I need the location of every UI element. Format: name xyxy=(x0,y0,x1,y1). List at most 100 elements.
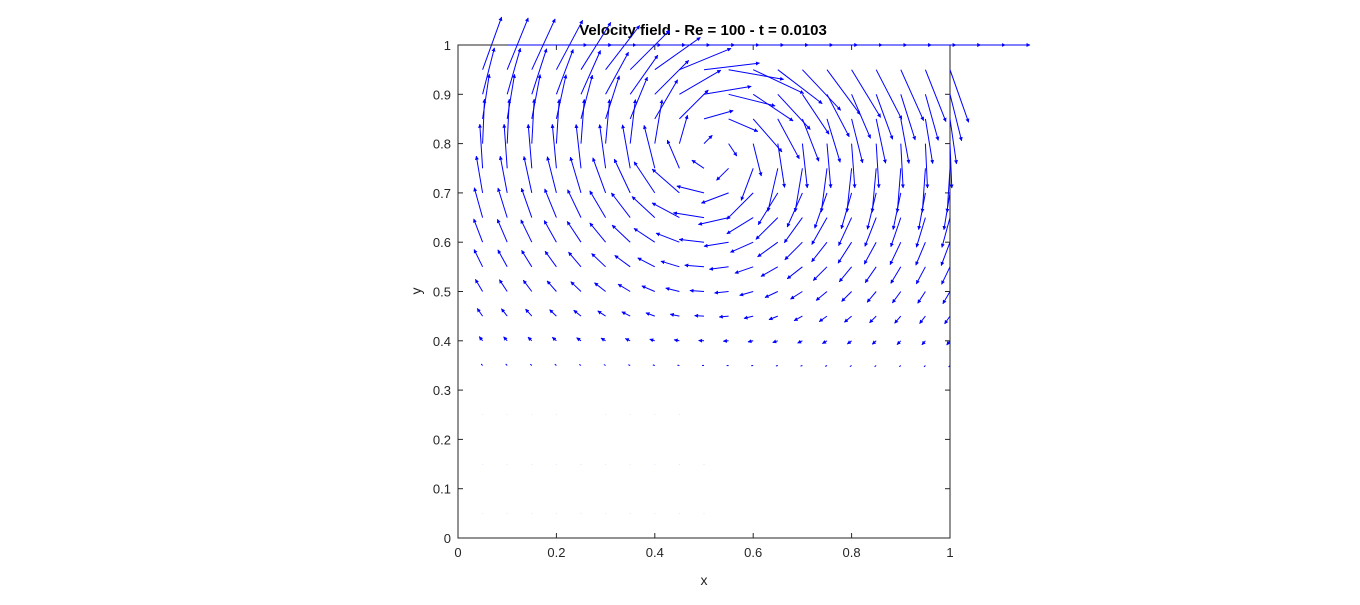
velocity-arrow xyxy=(728,118,759,132)
velocity-arrow xyxy=(473,218,484,243)
velocity-arrow xyxy=(866,291,877,303)
velocity-arrow xyxy=(874,365,877,368)
velocity-arrow xyxy=(654,60,690,95)
velocity-arrow xyxy=(819,168,828,213)
velocity-arrow xyxy=(655,232,680,243)
velocity-arrow xyxy=(812,266,828,281)
velocity-arrow xyxy=(480,363,483,366)
velocity-arrow xyxy=(919,315,926,324)
velocity-arrow xyxy=(666,139,680,169)
velocity-arrow xyxy=(482,47,496,95)
velocity-arrow xyxy=(752,69,805,94)
velocity-arrow xyxy=(786,266,803,280)
velocity-arrow xyxy=(802,69,842,111)
velocity-arrow xyxy=(628,364,631,366)
velocity-arrow xyxy=(600,337,606,342)
velocity-arrow xyxy=(689,288,705,293)
velocity-arrow xyxy=(703,109,734,120)
velocity-arrow xyxy=(605,75,621,120)
velocity-arrow xyxy=(718,314,729,319)
velocity-arrow xyxy=(875,143,881,189)
velocity-arrow xyxy=(679,69,722,95)
velocity-arrow xyxy=(568,251,582,268)
velocity-arrow xyxy=(714,290,729,295)
velocity-arrow xyxy=(703,85,752,95)
velocity-arrow xyxy=(703,134,713,144)
velocity-arrow xyxy=(605,51,629,95)
quiver-arrows xyxy=(473,16,1031,514)
velocity-arrow xyxy=(915,242,926,266)
velocity-arrow xyxy=(591,253,606,268)
velocity-arrow xyxy=(739,291,754,297)
velocity-arrow xyxy=(743,315,754,320)
velocity-arrow xyxy=(946,340,951,346)
x-tick-label: 0 xyxy=(454,545,461,560)
velocity-arrow xyxy=(726,192,754,220)
velocity-arrow xyxy=(574,124,582,169)
velocity-arrow xyxy=(631,196,656,218)
velocity-arrow xyxy=(760,266,779,277)
velocity-arrow xyxy=(502,123,508,169)
x-tick-label: 0.4 xyxy=(646,545,664,560)
velocity-arrow xyxy=(691,159,705,169)
velocity-arrow xyxy=(701,192,729,204)
velocity-arrow xyxy=(728,143,738,157)
velocity-arrow xyxy=(915,266,926,285)
velocity-arrow xyxy=(940,242,951,266)
velocity-arrow xyxy=(766,168,779,212)
y-tick-label: 0.6 xyxy=(433,235,451,250)
velocity-arrow xyxy=(589,222,606,243)
velocity-arrow xyxy=(555,49,574,95)
velocity-arrow xyxy=(864,217,877,247)
velocity-arrow xyxy=(945,168,951,213)
velocity-arrow xyxy=(826,69,861,115)
velocity-arrow xyxy=(811,217,828,245)
velocity-arrow xyxy=(949,69,970,123)
velocity-arrow xyxy=(726,217,754,235)
velocity-arrow xyxy=(678,114,689,144)
velocity-arrow xyxy=(740,168,754,201)
y-tick-label: 0.2 xyxy=(433,432,451,447)
velocity-arrow xyxy=(501,308,508,317)
velocity-arrow xyxy=(521,250,533,268)
velocity-arrow xyxy=(503,336,508,342)
velocity-arrow xyxy=(851,69,882,118)
velocity-arrow xyxy=(900,118,911,164)
velocity-arrow xyxy=(752,93,794,122)
velocity-arrow xyxy=(506,47,522,95)
velocity-arrow xyxy=(570,281,582,292)
velocity-arrow xyxy=(498,155,508,193)
velocity-arrow xyxy=(895,168,902,213)
velocity-arrow xyxy=(476,308,484,317)
velocity-arrow xyxy=(846,340,852,345)
velocity-arrow xyxy=(629,29,671,71)
velocity-arrow xyxy=(505,363,508,366)
velocity-arrow xyxy=(772,339,778,344)
velocity-arrow xyxy=(755,217,779,240)
velocity-arrow xyxy=(637,257,656,268)
velocity-arrow xyxy=(543,220,557,243)
velocity-arrow xyxy=(889,241,902,266)
velocity-arrow xyxy=(826,118,842,163)
velocity-arrow xyxy=(942,291,951,305)
velocity-arrow xyxy=(923,365,926,368)
velocity-arrow xyxy=(924,69,947,122)
velocity-arrow xyxy=(654,36,701,71)
velocity-arrow xyxy=(611,224,631,243)
velocity-arrow xyxy=(603,364,606,366)
velocity-arrow xyxy=(703,241,729,248)
y-tick-label: 0 xyxy=(444,531,451,546)
velocity-arrow xyxy=(676,185,705,194)
velocity-arrow xyxy=(784,241,803,261)
velocity-arrow xyxy=(920,168,926,213)
velocity-arrow xyxy=(629,76,648,120)
velocity-arrow xyxy=(777,93,811,130)
velocity-arrow xyxy=(900,94,917,141)
y-tick-label: 0.7 xyxy=(433,186,451,201)
velocity-arrow xyxy=(673,211,705,219)
velocity-arrow xyxy=(924,143,930,189)
velocity-arrow xyxy=(793,168,803,213)
velocity-arrow xyxy=(684,263,705,268)
velocity-arrow xyxy=(580,50,601,95)
